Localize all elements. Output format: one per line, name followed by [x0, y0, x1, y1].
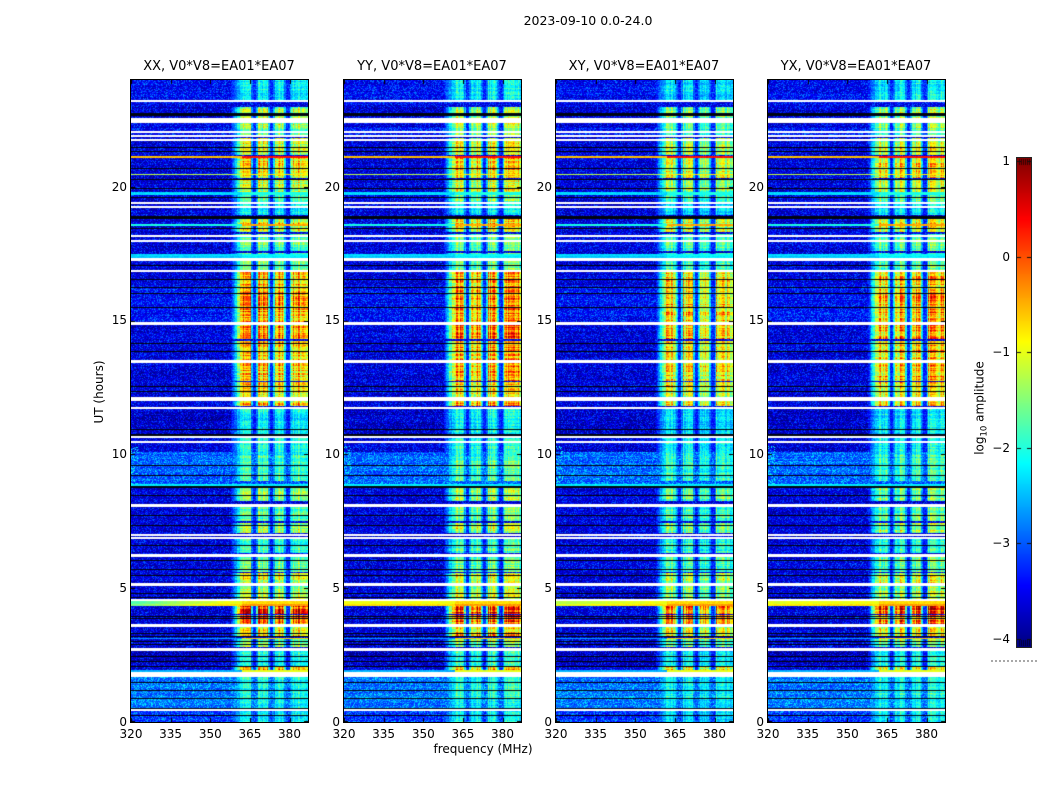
x-tick-label: 365: [451, 727, 475, 741]
panel-title-xy: XY, V0*V8=EA01*EA07: [568, 59, 720, 74]
y-tick-label: 10: [748, 447, 764, 461]
colorbar-label-sub: 10: [979, 425, 990, 437]
y-tick-label: 5: [332, 580, 340, 595]
x-tick-label: 365: [663, 727, 687, 741]
y-tick-label: 5: [544, 580, 552, 595]
colorbar-tick-label: −3: [992, 536, 1010, 551]
x-tick-label: 380: [278, 727, 301, 741]
spectrogram-canvas-yy: [344, 80, 521, 722]
x-tick-label: 320: [756, 727, 780, 741]
colorbar-canvas: [1017, 158, 1031, 647]
y-tick-label: 0: [119, 714, 127, 729]
y-tick-label: 20: [536, 179, 552, 194]
y-tick-label: 10: [536, 447, 552, 461]
spectrogram-panel-yy: [343, 79, 522, 723]
x-tick-label: 335: [372, 727, 396, 741]
y-tick-label: 10: [111, 447, 127, 461]
y-tick-label: 20: [111, 179, 127, 194]
panel-title-yy: YY, V0*V8=EA01*EA07: [357, 59, 507, 74]
colorbar-tick-label: 0: [1002, 249, 1010, 264]
y-tick-label: 15: [536, 313, 552, 328]
y-axis-label: UT (hours): [92, 360, 106, 424]
x-tick-label: 350: [198, 727, 222, 741]
spectrogram-canvas-xy: [556, 80, 733, 722]
colorbar-underflow-dots: [991, 660, 1037, 662]
x-tick-label: 350: [835, 727, 859, 741]
x-tick-label: 380: [915, 727, 938, 741]
spectrogram-panel-xx: [130, 79, 309, 723]
figure-title: 2023-09-10 0.0-24.0: [523, 13, 653, 28]
x-tick-label: 335: [796, 727, 820, 741]
y-tick-label: 15: [111, 313, 127, 328]
y-tick-label: 0: [332, 714, 340, 729]
y-tick-label: 10: [324, 447, 340, 461]
panel-title-yx: YX, V0*V8=EA01*EA07: [780, 59, 932, 74]
x-tick-label: 335: [584, 727, 608, 741]
colorbar-tick-label: −2: [992, 440, 1010, 455]
colorbar-tick-label: 1: [1002, 154, 1010, 168]
panel-title-xx: XX, V0*V8=EA01*EA07: [143, 59, 295, 74]
x-tick-label: 365: [238, 727, 262, 741]
y-tick-label: 20: [324, 179, 340, 194]
x-tick-label: 380: [703, 727, 726, 741]
colorbar-tick-label: −4: [992, 632, 1010, 646]
y-tick-label: 15: [324, 313, 340, 328]
x-tick-label: 320: [332, 727, 356, 741]
colorbar-label-post: amplitude: [972, 361, 987, 426]
y-tick-label: 0: [756, 714, 764, 729]
colorbar-tick-label: −1: [992, 345, 1010, 360]
spectrogram-panel-yx: [767, 79, 946, 723]
spectrogram-canvas-xx: [131, 80, 308, 722]
x-tick-label: 320: [119, 727, 143, 741]
y-tick-label: 15: [748, 313, 764, 328]
x-tick-label: 365: [875, 727, 899, 741]
x-axis-label: frequency (MHz): [433, 742, 533, 756]
spectrogram-canvas-yx: [768, 80, 945, 722]
y-tick-label: 0: [544, 714, 552, 729]
colorbar: [1016, 157, 1032, 648]
y-tick-label: 5: [119, 580, 127, 595]
y-tick-label: 5: [756, 580, 764, 595]
x-tick-label: 350: [623, 727, 647, 741]
x-tick-label: 350: [411, 727, 435, 741]
y-tick-label: 20: [748, 179, 764, 194]
x-tick-label: 380: [491, 727, 514, 741]
x-tick-label: 320: [544, 727, 568, 741]
x-tick-label: 335: [159, 727, 183, 741]
spectrogram-panel-xy: [555, 79, 734, 723]
